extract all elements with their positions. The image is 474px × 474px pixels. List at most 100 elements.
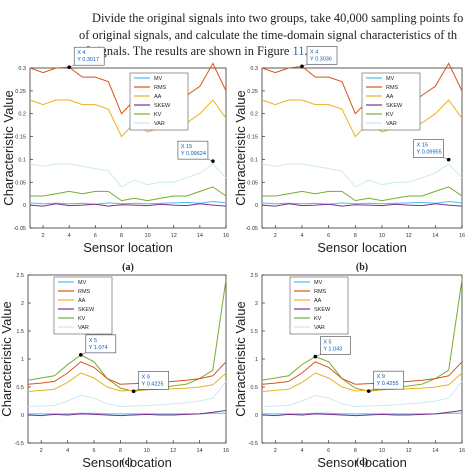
datatip-marker[interactable] <box>211 159 215 163</box>
y-tick-label: -0.5 <box>15 441 24 447</box>
datatip-marker[interactable] <box>67 65 71 70</box>
datatip-x-label: X 15 <box>181 144 192 150</box>
datatip-marker[interactable] <box>300 64 304 69</box>
y-tick-label: 0.3 <box>250 66 258 72</box>
x-tick-label: 6 <box>92 448 95 454</box>
chart-panel-c: -0.5 0 0.5 1 1.5 2 2.5 2 4 6 8 10 12 14 16 Sensor locat… <box>0 273 229 470</box>
legend-label-var: VAR <box>78 325 89 331</box>
y-tick-label: 0.25 <box>15 89 26 95</box>
series-line-kv <box>27 279 227 392</box>
y-tick-label: 2.5 <box>250 273 258 279</box>
series-line-var <box>261 163 463 188</box>
datatip-x-label: X 9 <box>377 374 385 380</box>
x-tick-label: 16 <box>223 233 229 239</box>
x-tick-label: 16 <box>459 448 465 454</box>
x-tick-label: 14 <box>197 448 203 454</box>
x-tick-label: 12 <box>406 448 412 454</box>
x-tick-label: 14 <box>432 233 438 239</box>
series-line-var <box>29 163 227 188</box>
legend: MV RMS AA SKEW KV VAR <box>53 276 113 335</box>
series-line-skew <box>261 410 463 417</box>
y-tick-label: 0.5 <box>250 385 258 391</box>
legend-label-skew: SKEW <box>386 103 403 109</box>
datatip-x-label: X 15 <box>417 143 428 149</box>
x-tick-label: 12 <box>406 233 412 239</box>
legend-label-kv: KV <box>314 316 322 322</box>
x-tick-label: 6 <box>327 233 330 239</box>
y-tick-label: 1 <box>255 357 258 363</box>
datatip-box <box>373 370 404 390</box>
datatip-y-label: Y 0.4255 <box>377 381 399 387</box>
datatip-marker[interactable] <box>366 389 371 393</box>
legend-label-rms: RMS <box>314 289 327 295</box>
datatip-box <box>85 334 117 354</box>
intro-line-3-start: of signals. The results are shown in Fig… <box>79 44 293 58</box>
plot-area-frame <box>29 67 227 229</box>
y-tick-label: 0 <box>255 413 258 419</box>
series-line-rms <box>261 361 463 385</box>
datatip-marker[interactable] <box>79 353 83 357</box>
legend-label-aa: AA <box>314 298 322 304</box>
x-tick-label: 4 <box>300 233 303 239</box>
x-tick-label: 12 <box>171 233 177 239</box>
datatip-x-label: X 4 <box>77 50 85 56</box>
y-axis-label: Characteristic Value <box>1 90 16 205</box>
series-line-var <box>261 381 463 408</box>
datatip-y-label: Y 1.074 <box>89 345 108 351</box>
legend-label-kv: KV <box>386 112 394 118</box>
panel-caption: (c) <box>121 457 132 468</box>
y-tick-label: 2 <box>255 301 258 307</box>
legend-label-rms: RMS <box>154 85 167 91</box>
series-line-aa <box>27 372 227 392</box>
series-line-aa <box>29 99 227 138</box>
datatip-marker[interactable] <box>131 389 136 394</box>
y-tick-label: 0 <box>255 203 258 209</box>
datatip-box <box>73 46 105 66</box>
datatip-box <box>138 371 169 390</box>
y-tick-label: 2.5 <box>16 273 24 279</box>
legend-label-aa: AA <box>386 94 394 100</box>
panel-caption: (b) <box>356 262 368 273</box>
x-tick-label: 14 <box>432 448 438 454</box>
y-tick-label: 0 <box>21 413 24 419</box>
y-axis-label: Characteristic Value <box>0 301 14 416</box>
x-tick-label: 2 <box>42 233 45 239</box>
y-tick-label: -0.5 <box>249 441 258 447</box>
y-tick-label: 0.05 <box>247 180 258 186</box>
datatip-box <box>306 46 338 65</box>
y-tick-label: -0.05 <box>245 226 258 232</box>
legend-box <box>289 276 349 335</box>
y-tick-label: 0.25 <box>247 89 258 95</box>
legend-label-skew: SKEW <box>78 307 95 313</box>
x-tick-label: 8 <box>354 448 357 454</box>
series-line-aa <box>261 372 463 392</box>
legend-label-aa: AA <box>154 94 162 100</box>
x-tick-label: 4 <box>300 448 303 454</box>
y-tick-label: 0.2 <box>250 112 258 118</box>
series-line-kv <box>261 279 463 392</box>
x-tick-label: 8 <box>354 233 357 239</box>
panel-caption: (d) <box>356 457 368 468</box>
x-tick-label: 16 <box>223 448 229 454</box>
datatip-x-label: X 4 <box>310 49 318 55</box>
series-line-skew <box>261 203 463 207</box>
chart-panel-a: -0.05 0 0.05 0.1 0.15 0.2 0.25 0.3 2 4 6 8 10 12 14 16 S… <box>1 46 229 273</box>
legend-label-skew: SKEW <box>154 103 171 109</box>
x-tick-label: 10 <box>379 448 385 454</box>
datatip-x-label: X 9 <box>142 374 150 380</box>
x-tick-label: 10 <box>144 448 150 454</box>
y-tick-label: 0.1 <box>18 157 26 163</box>
legend-box <box>361 72 421 131</box>
datatip-box <box>177 140 209 160</box>
y-axis-label: Characteristic Value <box>233 301 248 416</box>
legend-label-mv: MV <box>154 76 163 82</box>
y-tick-label: 0.3 <box>18 66 26 72</box>
datatip-box <box>320 336 351 355</box>
legend-label-rms: RMS <box>386 85 399 91</box>
y-tick-label: 0.15 <box>15 135 26 141</box>
datatip-marker[interactable] <box>313 354 318 359</box>
figure-reference-link[interactable]: 11 <box>292 44 305 58</box>
series-line-mv <box>29 200 227 205</box>
datatip-marker[interactable] <box>446 157 451 162</box>
